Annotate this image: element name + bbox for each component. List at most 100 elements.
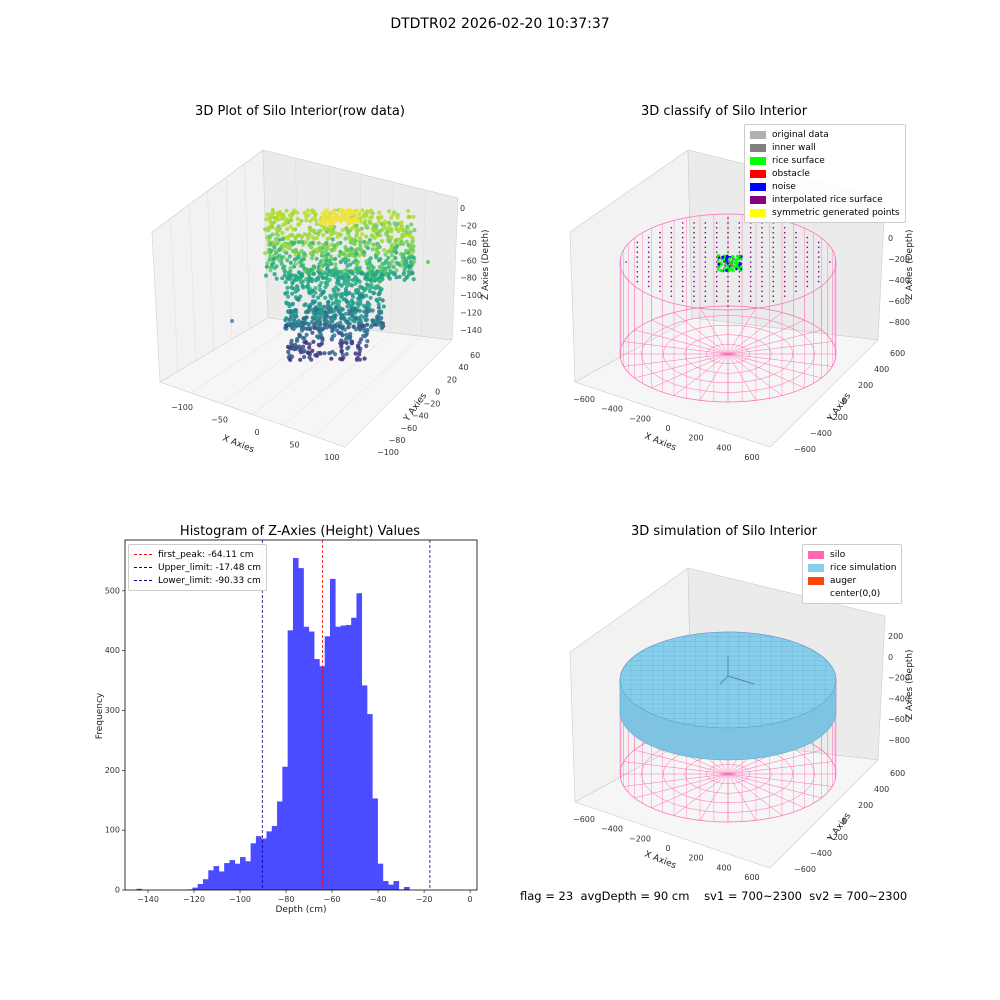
histogram-bar xyxy=(192,887,198,890)
classify-legend-label: interpolated rice surface xyxy=(772,194,883,205)
classify-z-tick: −800 xyxy=(888,318,910,327)
raw-z-tick: −140 xyxy=(460,326,482,335)
raw-z-tick: −120 xyxy=(460,309,482,318)
avg-depth-value: avgDepth = 90 cm xyxy=(580,889,690,903)
classify-x-tick: 600 xyxy=(744,453,759,462)
classify-plot-title: 3D classify of Silo Interior xyxy=(640,104,808,119)
raw-y-tick: 20 xyxy=(447,375,457,384)
histogram-bar xyxy=(218,871,225,890)
classify-y-tick: 400 xyxy=(874,365,889,374)
histogram-bar xyxy=(404,887,410,890)
simulation-legend-item: silo xyxy=(808,548,896,561)
raw-y-tick: −20 xyxy=(424,400,441,409)
simulation-z-label: Z Axies (Depth) xyxy=(905,649,915,720)
histogram-bar xyxy=(351,617,357,890)
histogram-bar xyxy=(197,884,204,890)
simulation-z-tick: 200 xyxy=(888,632,903,641)
classify-legend-swatch xyxy=(750,208,766,217)
simulation-y-tick: 600 xyxy=(890,769,905,778)
histogram-bar xyxy=(388,884,394,890)
classify-y-tick: 0 xyxy=(842,397,847,406)
classify-legend-item: obstacle xyxy=(750,167,900,180)
raw-y-tick: −100 xyxy=(377,448,399,457)
simulation-legend-item: auger xyxy=(808,574,896,587)
histogram-bar xyxy=(372,798,378,890)
raw-x-tick: 50 xyxy=(289,441,299,450)
simulation-x-tick: −200 xyxy=(629,834,651,843)
simulation-legend-swatch xyxy=(808,589,824,598)
rice-simulation-surface xyxy=(619,631,837,761)
classify-y-tick: 200 xyxy=(858,381,873,390)
classify-legend-item: rice surface xyxy=(750,154,900,167)
histogram-y-tick: 200 xyxy=(105,766,120,775)
histogram-bar xyxy=(377,863,384,890)
histogram-x-tick: −120 xyxy=(183,895,205,904)
histogram-x-tick: −80 xyxy=(278,895,295,904)
histogram-bar xyxy=(303,626,310,890)
histogram-x-label: Depth (cm) xyxy=(275,905,326,915)
simulation-x-label: X Axies xyxy=(643,850,678,872)
classify-legend-swatch xyxy=(750,169,766,178)
classify-legend: original data inner wall rice surface obsta… xyxy=(744,124,906,223)
histogram-bar xyxy=(261,838,267,890)
simulation-plot-title: 3D simulation of Silo Interior xyxy=(631,524,817,539)
histogram-bar xyxy=(329,578,336,890)
histogram-bar xyxy=(208,870,214,890)
histogram-x-tick: −20 xyxy=(416,895,433,904)
raw-z-label: Z Axies (Depth) xyxy=(481,229,491,300)
classify-legend-item: symmetric generated points xyxy=(750,206,900,219)
simulation-legend-swatch xyxy=(808,576,824,585)
classify-legend-swatch xyxy=(750,195,766,204)
simulation-legend-item: rice simulation xyxy=(808,561,896,574)
simulation-legend-label: auger xyxy=(830,575,857,586)
histogram-y-tick: 100 xyxy=(105,826,120,835)
classify-y-tick: 600 xyxy=(890,349,905,358)
classify-legend-label: symmetric generated points xyxy=(772,207,900,218)
histogram-bar xyxy=(277,801,283,890)
classify-z-tick: −400 xyxy=(888,276,910,285)
simulation-x-tick: 0 xyxy=(665,844,670,853)
histogram-bar xyxy=(298,568,304,890)
raw-z-tick: −100 xyxy=(460,291,482,300)
classify-legend-swatch xyxy=(750,130,766,139)
classify-y-tick: −600 xyxy=(794,445,816,454)
classify-legend-swatch xyxy=(750,143,766,152)
histogram-x-tick: −60 xyxy=(324,895,341,904)
classify-legend-label: rice surface xyxy=(772,155,825,166)
histogram-y-tick: 400 xyxy=(105,646,120,655)
classify-x-tick: 400 xyxy=(716,443,731,452)
raw-x-tick: −100 xyxy=(171,403,193,412)
simulation-y-tick: −600 xyxy=(794,865,816,874)
histogram-bar xyxy=(245,861,251,890)
simulation-y-tick: 0 xyxy=(842,817,847,826)
histogram-bar xyxy=(292,557,299,890)
histogram-bar xyxy=(356,593,363,890)
simulation-y-tick: 400 xyxy=(874,785,889,794)
raw-z-tick: −40 xyxy=(460,239,477,248)
simulation-y-tick: −400 xyxy=(810,849,832,858)
classify-z-tick: −200 xyxy=(888,255,910,264)
histogram-legend-label: first_peak: -64.11 cm xyxy=(158,549,254,560)
histogram-legend-line xyxy=(134,554,152,555)
histogram-bar xyxy=(345,624,352,890)
histogram-bar xyxy=(224,863,230,890)
raw-point-cloud xyxy=(230,208,430,362)
histogram-bar xyxy=(229,860,236,890)
histogram-x-tick: −100 xyxy=(229,895,251,904)
classify-z-tick: 0 xyxy=(888,234,893,243)
histogram-x-tick: −140 xyxy=(137,895,159,904)
classify-x-label: X Axies xyxy=(643,432,678,454)
histogram-bar xyxy=(335,626,341,890)
simulation-z-tick: −400 xyxy=(888,694,910,703)
simulation-legend: silo rice simulation auger center(0,0) xyxy=(802,544,903,604)
histogram-bar xyxy=(202,879,209,890)
classify-x-tick: −600 xyxy=(573,395,595,404)
histogram-y-tick: 500 xyxy=(105,586,120,595)
simulation-z-tick: 0 xyxy=(888,653,893,662)
raw-z-tick: 0 xyxy=(460,204,465,213)
classify-x-tick: 0 xyxy=(665,424,670,433)
histogram-bar xyxy=(340,625,347,890)
histogram-bar xyxy=(308,631,315,890)
